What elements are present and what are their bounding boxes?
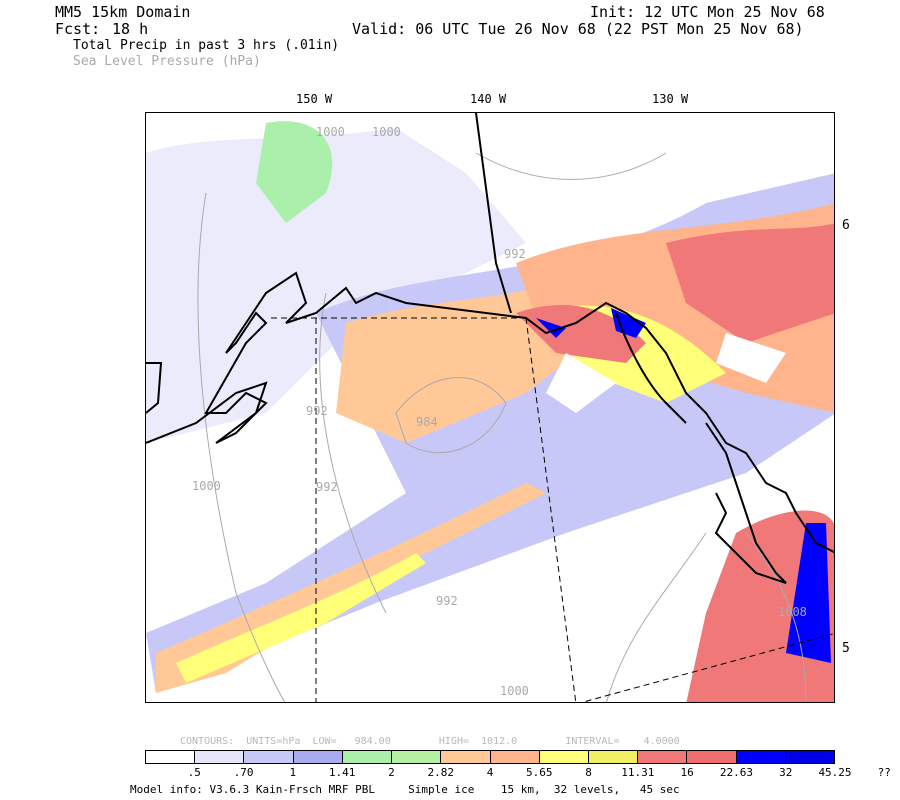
fcst-value: 18 h — [112, 20, 149, 38]
precip-area-light — [146, 128, 526, 443]
precip-area-red-ne — [666, 223, 834, 343]
legend-swatch — [638, 751, 688, 763]
contours-info: CONTOURS: UNITS=hPa LOW= 984.00 HIGH= 10… — [180, 736, 680, 747]
isobar-label: 1000 — [372, 125, 401, 139]
legend-swatch — [687, 751, 737, 763]
lon-label-130w: 130 W — [652, 92, 689, 106]
field-slp-title: Sea Level Pressure (hPa) — [73, 54, 261, 69]
isobar-label: 992 — [436, 594, 458, 608]
legend-label: 4 — [486, 766, 494, 779]
legend-swatch — [539, 751, 589, 763]
fcst-label: Fcst: — [55, 20, 101, 38]
lon-label-140w: 140 W — [470, 92, 507, 106]
isobar-label: 1008 — [778, 605, 807, 619]
legend-swatch — [588, 751, 639, 763]
legend-label: 22.63 — [719, 766, 753, 779]
legend-label: 2.82 — [427, 766, 454, 779]
isobar-label: 992 — [306, 404, 328, 418]
border-line — [475, 113, 512, 314]
isobar-label: 984 — [416, 415, 438, 429]
coastline — [146, 271, 834, 584]
legend-label: 16 — [680, 766, 694, 779]
legend-swatch — [490, 751, 540, 763]
init-time: Init: 12 UTC Mon 25 Nov 68 — [590, 3, 825, 21]
color-legend — [145, 750, 835, 764]
model-info: Model info: V3.6.3 Kain-Frsch MRF PBL Si… — [130, 783, 680, 796]
isobar-label: 1000 — [192, 479, 221, 493]
legend-swatch — [293, 751, 343, 763]
legend-swatch — [342, 751, 393, 763]
legend-label: 5.65 — [526, 766, 553, 779]
field-precip-title: Total Precip in past 3 hrs (.01in) — [73, 38, 340, 53]
map-canvas: 1000 1000 992 992 984 1000 992 992 1000 … — [146, 113, 834, 702]
isobar-label: 992 — [504, 247, 526, 261]
legend-swatch — [441, 751, 491, 763]
legend-swatch — [244, 751, 294, 763]
isobar-label: 1000 — [316, 125, 345, 139]
legend-labels: .5 .70 1 1.41 2 2.82 4 5.65 8 11.31 16 22.63 32 45.25… — [145, 766, 891, 780]
precip-area-max-2 — [611, 308, 646, 338]
precip-gap-east — [716, 333, 786, 383]
domain-title: MM5 15km Domain — [55, 3, 191, 21]
legend-label: .5 — [187, 766, 201, 779]
legend-swatch — [195, 751, 245, 763]
legend-swatch — [146, 751, 196, 763]
legend-label: 1 — [289, 766, 297, 779]
precip-gap-central — [546, 353, 616, 413]
precip-area-yellow-sw-streak — [176, 553, 426, 683]
legend-label: 32 — [779, 766, 793, 779]
legend-label: 11.31 — [621, 766, 655, 779]
lat-label-50n: 5 — [842, 641, 850, 656]
precip-area-green-nw — [256, 121, 333, 223]
isobar-label-group: 1000 1000 992 992 984 1000 992 992 1000 … — [192, 125, 807, 698]
isobar-label: 992 — [316, 480, 338, 494]
valid-time: Valid: 06 UTC Tue 26 Nov 68 (22 PST Mon … — [352, 20, 804, 38]
legend-label: 2 — [388, 766, 395, 779]
legend-swatch — [392, 751, 442, 763]
legend-label: ?? — [877, 766, 891, 779]
subdomain-boundary — [271, 317, 834, 702]
precip-map: 1000 1000 992 992 984 1000 992 992 1000 … — [145, 112, 835, 703]
legend-label: 1.41 — [328, 766, 356, 779]
legend-swatch — [785, 751, 835, 763]
lat-label-60n: 6 — [842, 218, 850, 233]
legend-label: .70 — [233, 766, 254, 779]
precip-area-max-3 — [786, 523, 831, 663]
precip-area-max-1 — [536, 318, 566, 338]
isobar-label: 1000 — [500, 684, 529, 698]
isobar-lines — [197, 152, 807, 702]
legend-label: 8 — [585, 766, 592, 779]
legend-swatch — [736, 751, 786, 763]
lon-label-150w: 150 W — [296, 92, 333, 106]
legend-label: 45.25 — [818, 766, 852, 779]
